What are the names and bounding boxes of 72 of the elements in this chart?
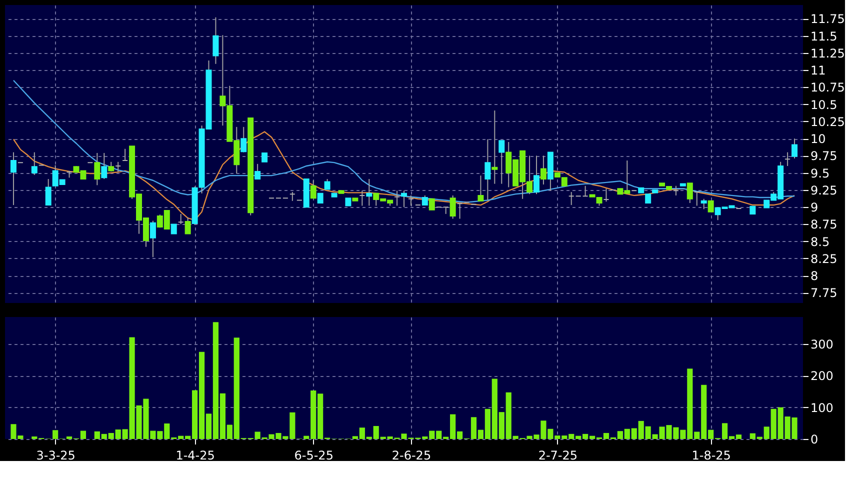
y-tick-label: 9.75: [810, 149, 838, 164]
y-tick-label: 7.75: [810, 286, 838, 300]
candlestick: [686, 182, 693, 204]
candlestick: [492, 110, 498, 184]
candlestick: [317, 192, 324, 204]
y-tick-label: 9: [810, 200, 818, 215]
candlestick: [254, 163, 261, 180]
candlestick: [540, 155, 546, 185]
y-tick-label: 10.5: [810, 98, 838, 112]
candlestick: [694, 192, 700, 206]
candlestick: [108, 161, 114, 172]
candlestick: [478, 175, 484, 202]
candlestick: [122, 148, 128, 162]
candlestick: [101, 152, 108, 180]
candlestick: [792, 138, 798, 159]
candlestick: [428, 198, 435, 210]
candlestick: [31, 152, 38, 176]
candlestick: [184, 216, 191, 234]
x-tick-label: 3-3-25: [36, 448, 76, 462]
candlestick: [170, 224, 177, 234]
y-tick-label: 10.75: [810, 80, 845, 95]
candlestick: [150, 220, 156, 258]
candlestick: [672, 185, 679, 196]
y-tick-label: 8.5: [810, 234, 830, 249]
y-tick-label: 10: [810, 132, 826, 146]
y-tick-label: 0: [810, 432, 818, 446]
candlestick: [178, 213, 184, 225]
y-tick-label: 300: [810, 337, 834, 352]
candlestick: [603, 188, 610, 202]
candlestick: [456, 203, 463, 220]
candlestick: [450, 194, 456, 220]
candlestick: [484, 138, 491, 201]
candlestick: [568, 192, 574, 206]
candlestick: [442, 206, 449, 214]
y-tick-label: 100: [810, 400, 834, 415]
x-tick-label: 2-6-25: [392, 448, 432, 462]
candlestick: [422, 194, 428, 206]
y-tick-label: 11.5: [810, 29, 838, 44]
y-tick-label: 11: [810, 64, 826, 78]
candlestick: [708, 200, 714, 212]
x-tick-label: 1-4-25: [176, 448, 215, 462]
candlestick: [45, 178, 52, 206]
candlestick: [533, 155, 540, 195]
candlestick: [784, 152, 791, 166]
y-tick-label: 8: [810, 269, 818, 284]
candlestick: [310, 180, 316, 199]
x-tick-label: 6-5-25: [294, 448, 334, 462]
candlestick: [212, 16, 219, 64]
candlestick: [94, 152, 100, 186]
candlestick: [359, 190, 366, 206]
y-tick-label: 200: [810, 369, 834, 384]
candlestick: [240, 126, 247, 153]
candlestick: [700, 198, 707, 210]
x-tick-label: 2-7-25: [538, 448, 578, 462]
y-tick-label: 10.25: [810, 114, 845, 129]
y-tick-label: 8.25: [810, 252, 838, 266]
y-tick-label: 9.5: [810, 166, 830, 180]
line-series: [12, 131, 796, 221]
y-tick-label: 11.25: [810, 46, 845, 60]
candlestick: [324, 178, 330, 190]
x-tick-label: 1-8-25: [692, 448, 731, 462]
candlestick: [401, 190, 407, 208]
candlestick: [10, 152, 16, 206]
candlestick: [366, 178, 372, 206]
y-tick-label: 11.75: [810, 12, 845, 26]
y-tick-label: 9.25: [810, 183, 838, 198]
candlestick: [498, 140, 505, 184]
candlestick: [394, 190, 400, 206]
candlestick: [582, 185, 588, 197]
y-tick-label: 8.75: [810, 218, 838, 232]
candlestick: [408, 194, 414, 206]
candlestick: [115, 161, 122, 173]
